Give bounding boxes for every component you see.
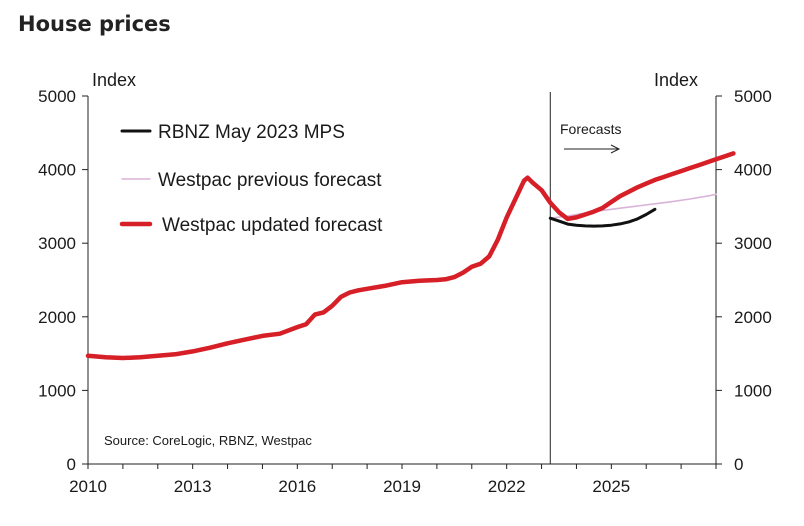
- left-y-tick-label: 4000: [38, 161, 76, 180]
- right-y-tick-label: 3000: [734, 234, 772, 253]
- right-y-tick-label: 5000: [734, 87, 772, 106]
- left-y-tick-label: 3000: [38, 234, 76, 253]
- forecast-arrow-icon: [564, 144, 621, 154]
- right-y-tick-label: 2000: [734, 308, 772, 327]
- x-tick-label: 2022: [488, 477, 526, 496]
- legend-label: Westpac updated forecast: [162, 215, 383, 236]
- series-line-westpac-updated-forecast: [85, 151, 736, 361]
- source-note: Source: CoreLogic, RBNZ, Westpac: [104, 433, 312, 448]
- series-lines: [85, 151, 736, 361]
- x-tick-label: 2013: [174, 477, 212, 496]
- chart-title: House prices: [18, 12, 171, 36]
- forecasts-label: Forecasts: [560, 121, 621, 137]
- x-tick-label: 2019: [383, 477, 421, 496]
- left-y-tick-label: 1000: [38, 381, 76, 400]
- x-tick-label: 2025: [592, 477, 630, 496]
- x-tick-label: 2010: [69, 477, 107, 496]
- right-y-tick-label: 1000: [734, 381, 772, 400]
- right-y-tick-label: 4000: [734, 161, 772, 180]
- series-line-westpac-previous-forecast: [549, 193, 717, 219]
- legend-label: RBNZ May 2023 MPS: [158, 122, 345, 143]
- left-y-tick-label: 5000: [38, 87, 76, 106]
- x-tick-label: 2016: [278, 477, 316, 496]
- right-axis-unit-label: Index: [654, 70, 698, 90]
- left-y-tick-label: 2000: [38, 308, 76, 327]
- legend-label: Westpac previous forecast: [158, 170, 382, 191]
- left-axis-unit-label: Index: [92, 70, 136, 90]
- left-y-tick-label: 0: [67, 455, 76, 474]
- right-y-tick-label: 0: [734, 455, 743, 474]
- legend: RBNZ May 2023 MPS Westpac previous foreca…: [119, 122, 383, 236]
- series-line-rbnz-may-2023-mps: [548, 207, 657, 228]
- axes: 0 0 1000 1000 2000 2000 3000 3000 4000 4000 5000 50…: [38, 87, 772, 496]
